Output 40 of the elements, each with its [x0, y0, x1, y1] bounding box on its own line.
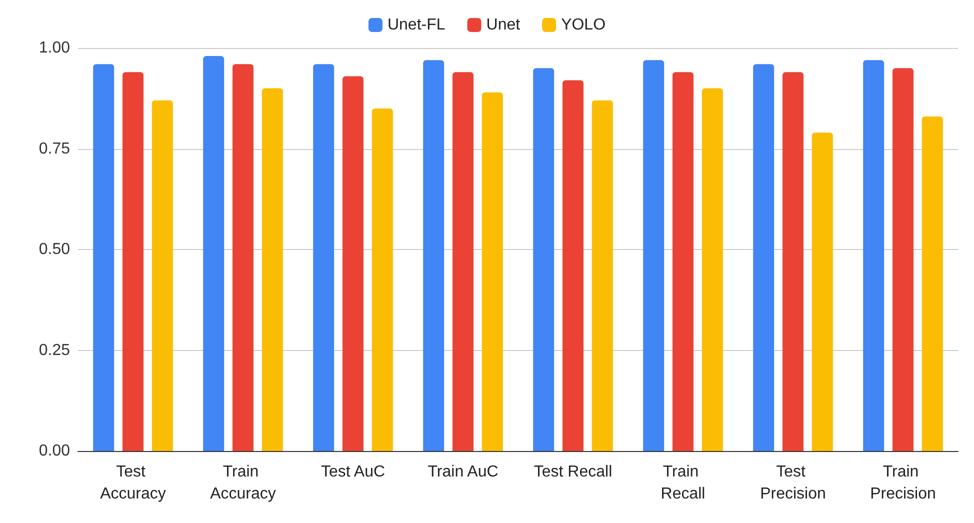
y-tick-label: 0.75: [38, 140, 70, 158]
x-tick-label: Train Recall: [660, 464, 706, 502]
bar: [203, 56, 224, 451]
bar: [262, 88, 283, 451]
bar: [122, 72, 144, 451]
bar: [342, 76, 364, 451]
bar: [313, 64, 334, 451]
bar: [562, 80, 584, 451]
y-tick-label: 1.00: [38, 40, 70, 56]
bar: [152, 100, 173, 451]
bar: [423, 60, 444, 451]
bar: [232, 64, 254, 451]
x-tick-label: Train AuC: [428, 464, 498, 480]
bar: [812, 132, 833, 451]
bar: [93, 64, 114, 451]
y-tick-label: 0.25: [38, 342, 70, 359]
x-tick-label: Test AuC: [320, 464, 386, 480]
bar: [922, 116, 943, 451]
bar: [753, 64, 774, 451]
bar: [863, 60, 884, 451]
legend-label: Unet: [486, 16, 521, 34]
x-tick-label: Train Accuracy: [210, 464, 276, 502]
legend-label: Unet-FL: [387, 16, 446, 34]
bar: [372, 108, 393, 451]
bar: [643, 60, 664, 451]
bar: [482, 92, 503, 451]
x-tick-label: Test Recall: [534, 464, 612, 480]
bar: [892, 68, 914, 451]
bar: [782, 72, 804, 451]
x-tick-label: Test Accuracy: [100, 464, 166, 502]
bar: [533, 68, 554, 451]
bar: [672, 72, 694, 451]
y-tick-label: 0.50: [38, 241, 70, 258]
x-tick-label: Train Precision: [870, 464, 936, 502]
bar: [592, 100, 613, 451]
bar: [452, 72, 474, 451]
legend-label: YOLO: [561, 16, 606, 34]
x-tick-label: Test Precision: [760, 464, 826, 502]
y-tick-label: 0.00: [38, 442, 70, 460]
bar: [702, 88, 723, 451]
